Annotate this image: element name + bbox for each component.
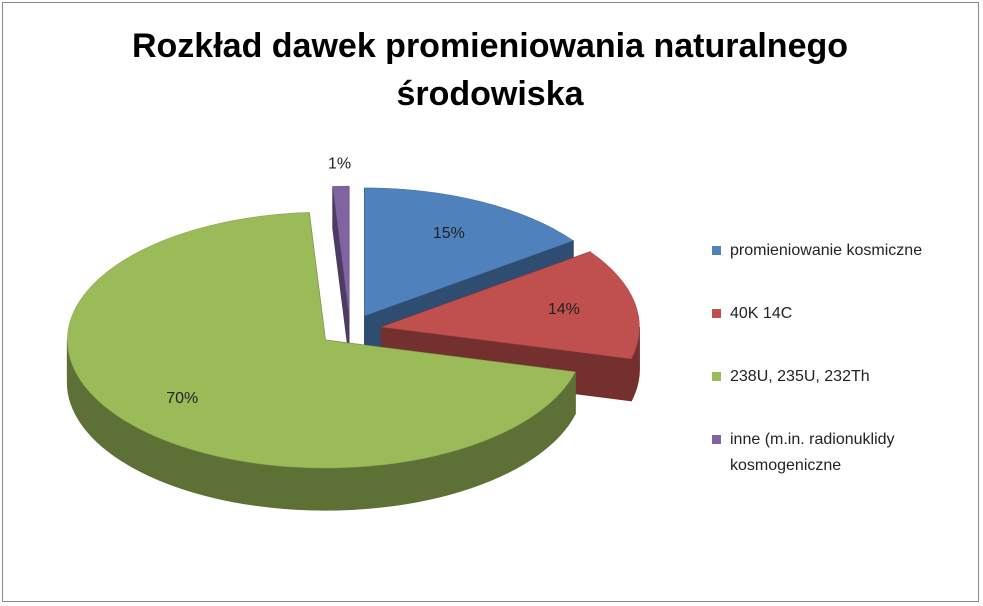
legend-label: 40K 14C xyxy=(730,305,793,322)
legend-swatch xyxy=(712,435,721,444)
pie-slice xyxy=(332,185,350,315)
legend-label: 238U, 235U, 232Th xyxy=(730,368,870,385)
data-label: 15% xyxy=(433,225,465,242)
chart-title: Rozkład dawek promieniowania naturalnego… xyxy=(131,27,849,113)
legend-swatch xyxy=(712,372,721,381)
legend-entry: 238U, 235U, 232Th xyxy=(712,364,983,390)
pie-slice xyxy=(364,187,574,317)
legend-label: inne (m.in. radionuklidy kosmogeniczne xyxy=(730,431,895,474)
data-label: 14% xyxy=(548,301,580,318)
legend-swatch xyxy=(712,246,721,255)
pie-slice xyxy=(381,251,640,360)
legend-entry: inne (m.in. radionuklidy kosmogeniczne xyxy=(712,427,983,479)
data-label: 1% xyxy=(328,156,351,173)
legend-entry: promieniowanie kosmiczne xyxy=(712,238,983,264)
legend-label: promieniowanie kosmiczne xyxy=(730,242,923,259)
data-label: 70% xyxy=(166,390,198,407)
pie-slice xyxy=(67,212,576,469)
legend-swatch xyxy=(712,309,721,318)
legend-entry: 40K 14C xyxy=(712,301,983,327)
